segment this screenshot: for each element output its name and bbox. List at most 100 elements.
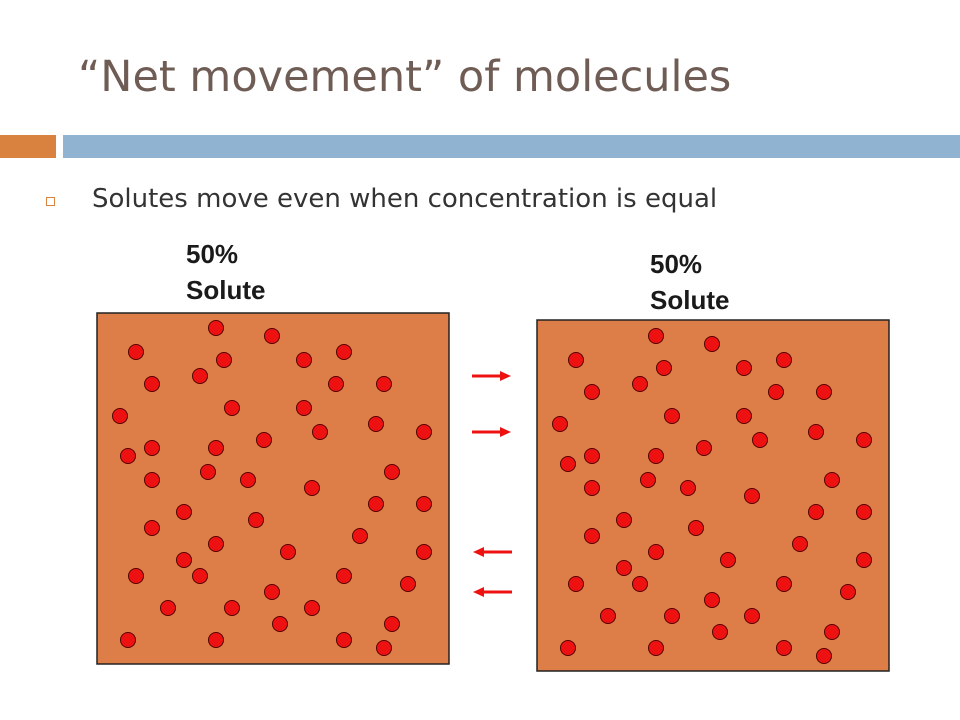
right-molecule	[584, 448, 600, 464]
right-molecule	[744, 608, 760, 624]
arrow-right-icon	[472, 371, 511, 381]
left-molecule	[376, 376, 392, 392]
right-molecule	[856, 504, 872, 520]
left-molecule	[368, 496, 384, 512]
title-rule-orange	[0, 135, 56, 158]
right-container	[536, 319, 890, 672]
right-molecule	[664, 408, 680, 424]
left-molecule	[304, 480, 320, 496]
left-molecule	[328, 376, 344, 392]
left-molecule	[128, 568, 144, 584]
left-container	[96, 312, 450, 665]
right-molecule	[616, 560, 632, 576]
left-molecules	[112, 320, 432, 656]
right-molecule	[648, 640, 664, 656]
right-molecule	[792, 536, 808, 552]
right-molecule	[648, 544, 664, 560]
bullet-text: Solutes move even when concentration is …	[92, 184, 718, 214]
left-molecule	[384, 616, 400, 632]
title-rule-blue	[63, 135, 960, 158]
right-molecule	[632, 376, 648, 392]
right-molecule	[712, 624, 728, 640]
arrow-left-icon	[473, 547, 512, 557]
right-molecule	[744, 488, 760, 504]
right-molecule	[856, 432, 872, 448]
left-molecule	[240, 472, 256, 488]
left-molecule	[336, 344, 352, 360]
right-molecule	[648, 328, 664, 344]
left-molecule	[144, 376, 160, 392]
right-molecule	[696, 440, 712, 456]
right-label: 50% Solute	[650, 246, 850, 318]
left-label-solute: Solute	[186, 275, 266, 305]
left-molecule	[296, 352, 312, 368]
left-molecule	[128, 344, 144, 360]
right-molecule	[648, 448, 664, 464]
right-molecule	[840, 584, 856, 600]
right-molecule	[824, 472, 840, 488]
left-molecule	[176, 504, 192, 520]
left-molecule	[120, 632, 136, 648]
right-molecule	[816, 384, 832, 400]
right-molecules	[552, 328, 872, 664]
arrow-right-icon	[472, 427, 511, 437]
right-molecule	[584, 528, 600, 544]
left-molecule	[144, 472, 160, 488]
right-molecule	[816, 648, 832, 664]
right-molecule	[736, 360, 752, 376]
right-molecule	[808, 504, 824, 520]
left-molecule	[368, 416, 384, 432]
left-molecule	[192, 368, 208, 384]
flow-arrows	[472, 371, 512, 597]
left-molecule	[264, 328, 280, 344]
right-molecule	[688, 520, 704, 536]
right-molecule	[704, 336, 720, 352]
left-molecule	[224, 400, 240, 416]
left-molecule	[176, 552, 192, 568]
left-molecule	[312, 424, 328, 440]
left-molecule	[208, 320, 224, 336]
right-molecule	[752, 432, 768, 448]
left-molecule	[400, 576, 416, 592]
right-molecule	[568, 352, 584, 368]
arrow-left-icon	[473, 587, 512, 597]
left-molecule	[352, 528, 368, 544]
left-molecule	[144, 520, 160, 536]
left-molecule	[296, 400, 312, 416]
left-molecule	[336, 568, 352, 584]
left-molecule	[416, 544, 432, 560]
right-molecule	[776, 352, 792, 368]
left-molecule	[264, 584, 280, 600]
right-molecule	[856, 552, 872, 568]
right-molecule	[568, 576, 584, 592]
right-molecule	[552, 416, 568, 432]
left-molecule	[248, 512, 264, 528]
right-molecule	[632, 576, 648, 592]
right-molecule	[664, 608, 680, 624]
right-molecule	[616, 512, 632, 528]
right-molecule	[680, 480, 696, 496]
right-label-percent: 50%	[650, 249, 703, 279]
slide-title: “Net movement” of molecules	[78, 52, 732, 102]
left-molecule	[216, 352, 232, 368]
left-molecule	[384, 464, 400, 480]
right-molecule	[584, 384, 600, 400]
right-molecule	[584, 480, 600, 496]
right-molecule	[560, 456, 576, 472]
left-molecule	[192, 568, 208, 584]
left-label-percent: 50%	[186, 239, 239, 269]
right-molecule	[640, 472, 656, 488]
left-molecule	[112, 408, 128, 424]
square-bullet-icon	[46, 197, 55, 206]
left-molecule	[224, 600, 240, 616]
right-molecule	[704, 592, 720, 608]
right-molecule	[808, 424, 824, 440]
right-molecule	[600, 608, 616, 624]
left-molecule	[200, 464, 216, 480]
left-molecule	[416, 496, 432, 512]
left-molecule	[120, 448, 136, 464]
right-label-solute: Solute	[650, 285, 730, 315]
right-molecule	[776, 640, 792, 656]
right-molecule	[720, 552, 736, 568]
